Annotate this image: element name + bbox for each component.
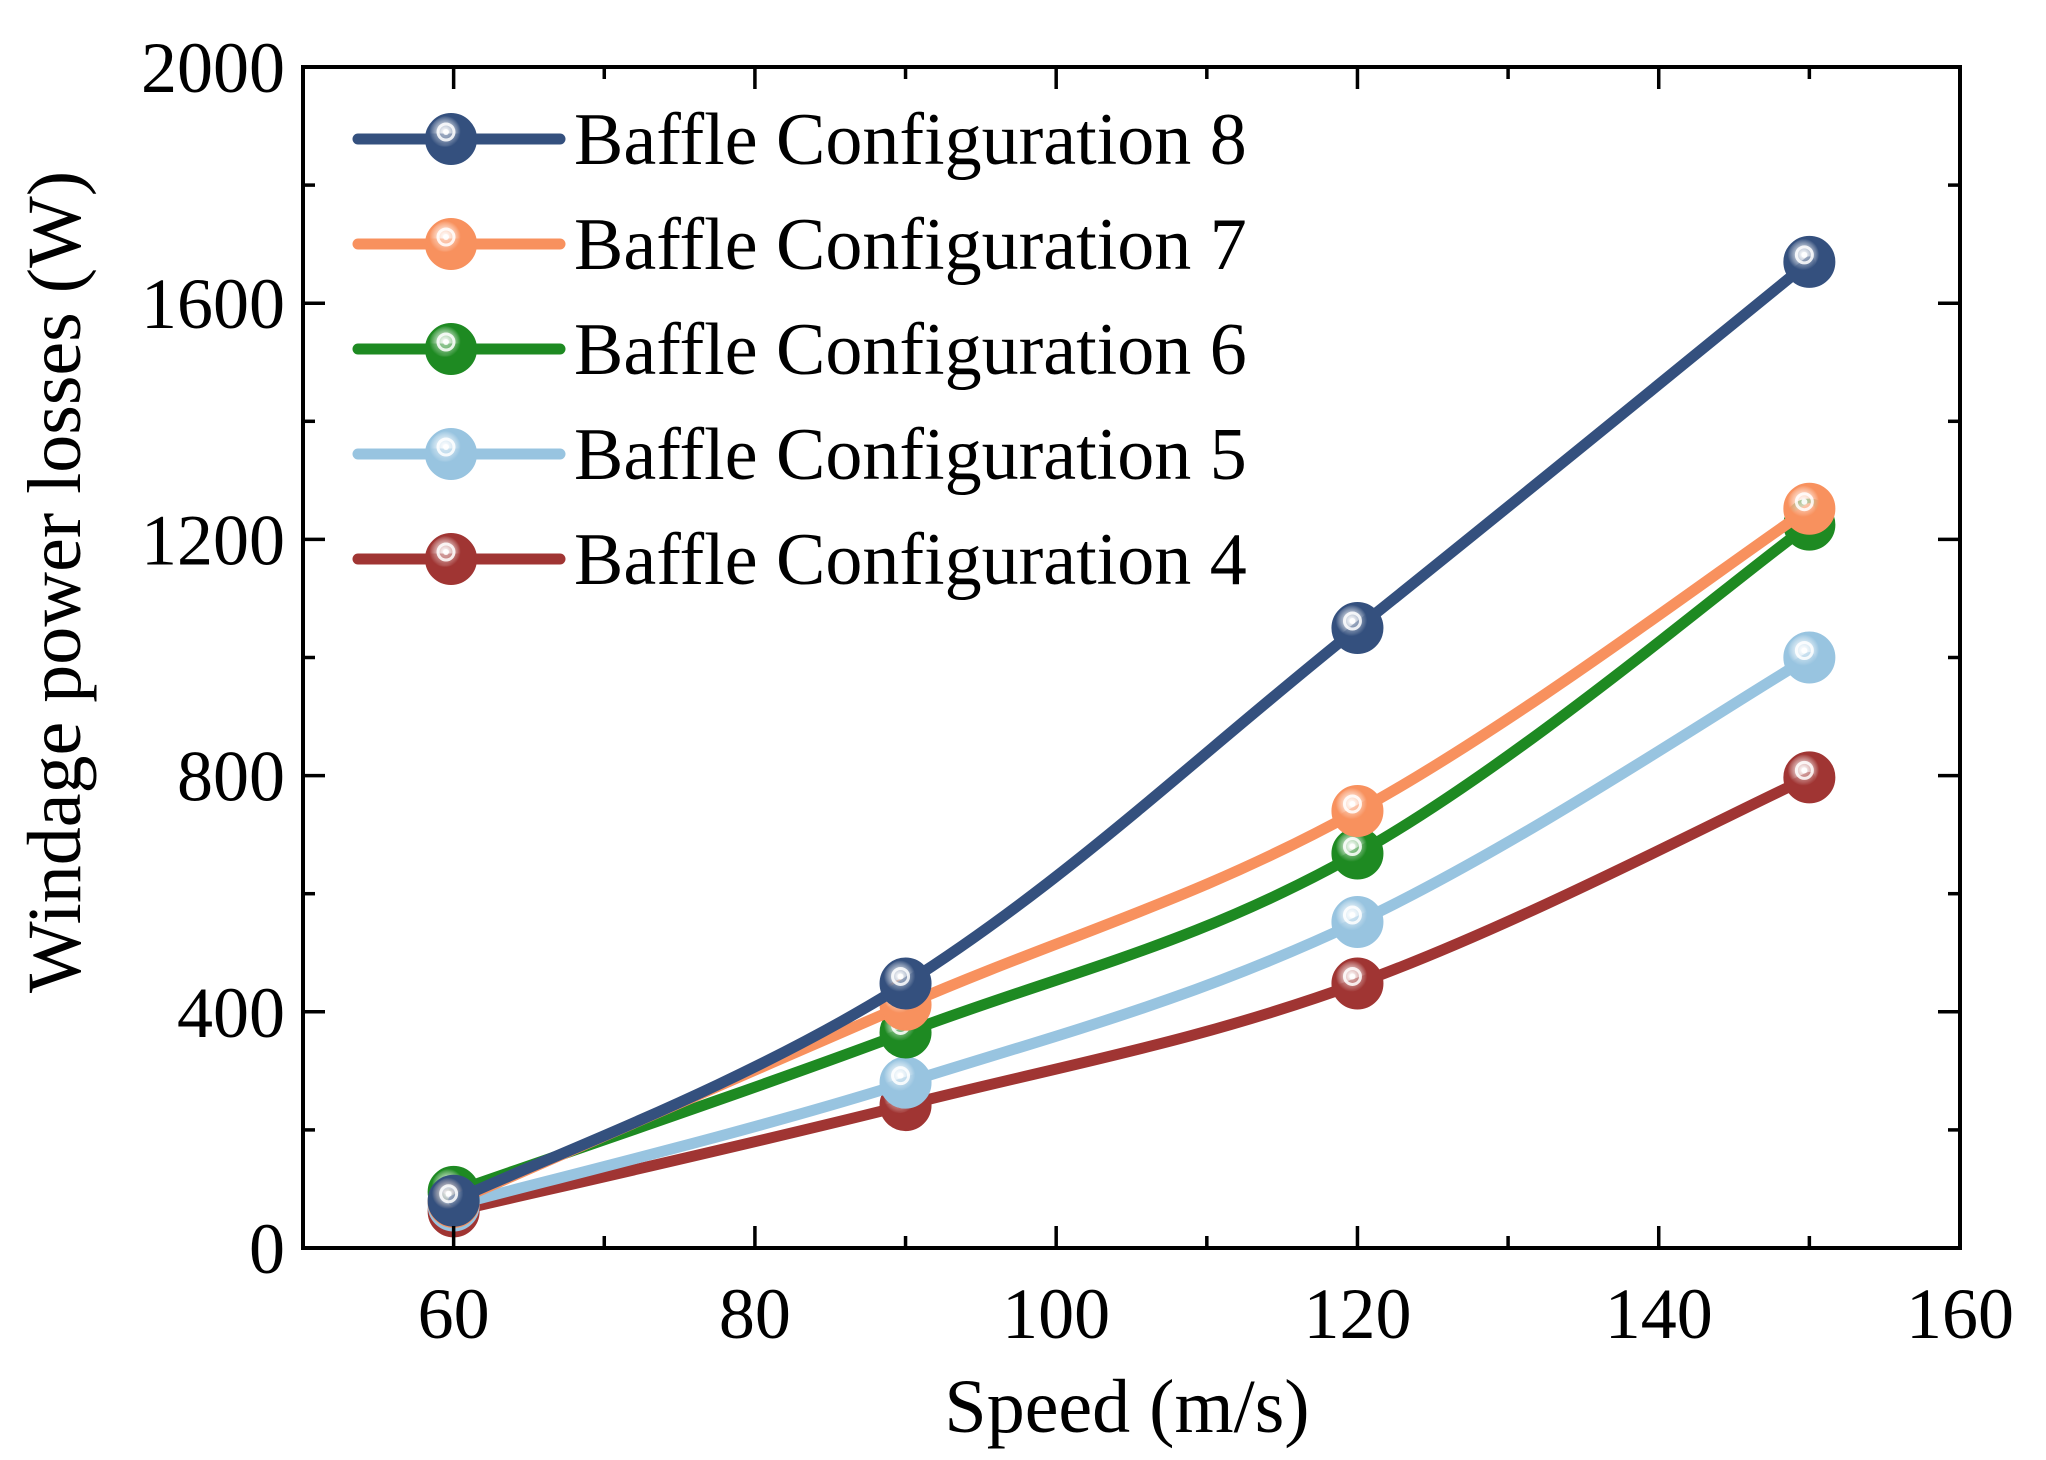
y-tick-label: 2000 (141, 28, 285, 108)
y-tick-label: 400 (177, 973, 285, 1053)
data-point (1331, 601, 1384, 654)
legend-label: Baffle Configuration 5 (574, 414, 1247, 496)
data-point (1331, 957, 1384, 1010)
y-tick-label: 1200 (141, 500, 285, 580)
legend-item: Baffle Configuration 8 (352, 99, 1247, 181)
data-point (1783, 235, 1836, 288)
legend-label: Baffle Configuration 8 (574, 99, 1247, 181)
legend-item: Baffle Configuration 6 (352, 309, 1247, 391)
legend-swatch-marker (425, 323, 477, 375)
legend-label: Baffle Configuration 4 (574, 519, 1247, 601)
legend-swatch-marker (425, 533, 477, 585)
x-tick-label: 60 (418, 1274, 490, 1354)
data-point (879, 1056, 932, 1109)
legend-label: Baffle Configuration 6 (574, 309, 1247, 391)
series-line (448, 503, 1815, 1208)
y-tick-label: 0 (249, 1209, 285, 1289)
legend-item: Baffle Configuration 7 (352, 204, 1247, 286)
data-point (879, 957, 932, 1010)
x-tick-label: 100 (1002, 1274, 1110, 1354)
series-line (448, 256, 1815, 1207)
series-line (448, 519, 1815, 1198)
series-line (448, 771, 1815, 1217)
data-point (1783, 751, 1836, 804)
legend-swatch-marker (425, 113, 477, 165)
series-line (448, 652, 1815, 1211)
legend-swatch-marker (425, 428, 477, 480)
legend-label: Baffle Configuration 7 (574, 204, 1247, 286)
data-point (1331, 785, 1384, 838)
x-tick-label: 160 (1906, 1274, 2014, 1354)
x-tick-label: 140 (1605, 1274, 1713, 1354)
series-layer (427, 235, 1836, 1238)
x-axis-title: Speed (m/s) (944, 1365, 1309, 1449)
x-tick-label: 80 (719, 1274, 791, 1354)
data-point (1331, 896, 1384, 949)
legend-swatch-marker (425, 218, 477, 270)
legend: Baffle Configuration 8 Baffle Configurati… (352, 99, 1247, 601)
data-point (1783, 631, 1836, 684)
data-point (1783, 482, 1836, 535)
legend-item: Baffle Configuration 4 (352, 519, 1247, 601)
y-tick-label: 1600 (141, 264, 285, 344)
legend-item: Baffle Configuration 5 (352, 414, 1247, 496)
x-tick-label: 120 (1303, 1274, 1411, 1354)
y-axis-title: Windage power losses (W) (13, 171, 97, 993)
y-tick-label: 800 (177, 737, 285, 817)
data-point (427, 1174, 480, 1227)
